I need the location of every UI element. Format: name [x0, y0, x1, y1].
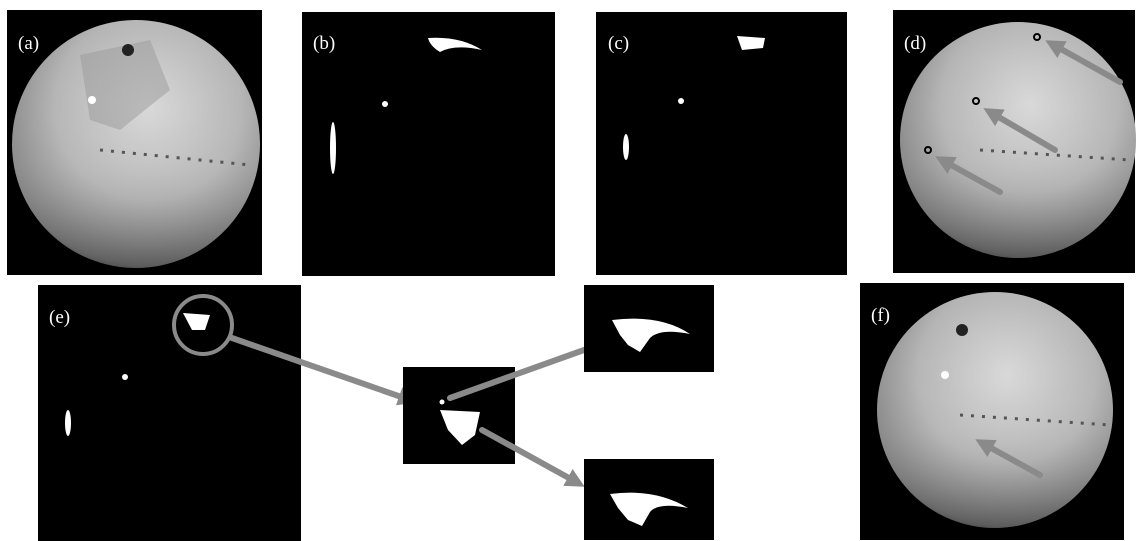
crop-top: [584, 285, 714, 372]
panel-b: [302, 12, 555, 276]
panel-label: (e): [49, 307, 70, 328]
figure: (a) (b) (c) (d) (e) (f): [0, 0, 1141, 541]
panel-a: [7, 10, 262, 275]
panel-f: [860, 283, 1124, 540]
panel-e: [38, 285, 301, 541]
panel-c: [596, 12, 847, 275]
panel-label: (b): [313, 33, 335, 54]
crop-bottom: [584, 459, 714, 540]
panel-label: (c): [608, 33, 629, 54]
panel-label: (f): [871, 305, 890, 326]
panel-label: (d): [904, 33, 926, 54]
panel-d: [893, 10, 1136, 273]
panel-label: (a): [18, 33, 39, 54]
page: (a) (b) (c) (d) (e) (f) (() => { const d…: [0, 0, 1141, 541]
